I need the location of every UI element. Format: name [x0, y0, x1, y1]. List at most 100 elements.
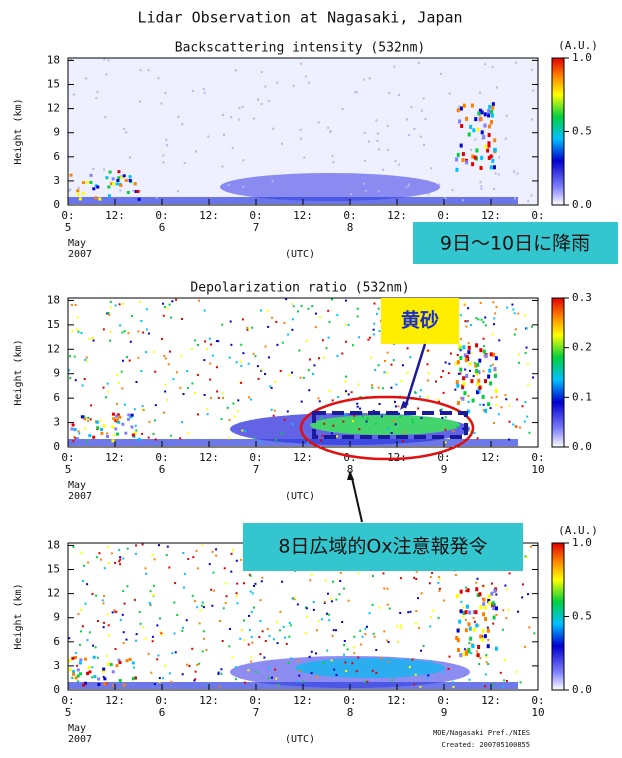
texture — [332, 629, 335, 632]
texture — [494, 356, 498, 361]
texture — [484, 605, 488, 610]
texture — [283, 321, 286, 324]
texture — [202, 602, 205, 605]
texture — [477, 389, 481, 394]
texture — [506, 306, 509, 309]
texture — [137, 356, 140, 359]
texture — [272, 638, 275, 641]
texture — [321, 339, 324, 342]
texture — [74, 303, 77, 306]
texture — [121, 613, 124, 616]
texture — [77, 612, 80, 615]
texture — [344, 299, 347, 302]
texture — [525, 346, 528, 349]
texture — [295, 658, 445, 678]
texture — [247, 643, 250, 646]
texture — [116, 178, 120, 182]
texture — [359, 629, 362, 632]
texture — [487, 132, 491, 137]
texture — [417, 61, 420, 64]
texture — [489, 119, 493, 124]
texture — [69, 188, 72, 191]
texture — [116, 402, 119, 405]
texture — [267, 667, 270, 670]
texture — [458, 627, 461, 630]
y-axis-label: Height (km) — [13, 339, 24, 405]
texture — [115, 418, 119, 422]
texture — [505, 679, 508, 682]
texture — [80, 608, 83, 611]
texture — [196, 344, 199, 347]
texture — [141, 543, 144, 546]
texture — [162, 302, 165, 305]
texture — [176, 614, 179, 617]
x-tick-label: 0: — [531, 451, 544, 464]
texture — [517, 610, 520, 613]
texture — [476, 127, 480, 132]
texture — [455, 380, 459, 385]
texture — [328, 389, 331, 392]
texture — [487, 402, 491, 407]
texture — [102, 602, 105, 605]
texture — [461, 384, 465, 389]
texture — [181, 673, 184, 676]
texture — [220, 173, 440, 201]
texture — [290, 657, 293, 660]
texture — [300, 400, 303, 403]
texture — [471, 644, 475, 649]
texture — [487, 109, 491, 114]
texture — [89, 180, 93, 184]
texture — [111, 670, 115, 674]
y-tick-label: 18 — [47, 53, 60, 66]
texture — [81, 580, 84, 583]
texture — [235, 594, 238, 597]
texture — [164, 383, 167, 386]
texture — [70, 427, 74, 431]
texture — [167, 363, 170, 366]
y-axis-label: Height (km) — [13, 583, 24, 649]
texture — [422, 645, 425, 648]
texture — [122, 557, 125, 560]
texture — [206, 347, 209, 350]
texture — [107, 312, 110, 315]
texture — [92, 655, 96, 659]
texture — [196, 606, 199, 609]
texture — [135, 544, 138, 547]
texture — [257, 377, 260, 380]
texture — [124, 178, 128, 182]
texture — [109, 330, 112, 333]
texture — [364, 680, 367, 683]
texture — [123, 403, 126, 406]
texture — [74, 437, 77, 440]
texture — [328, 613, 331, 616]
texture — [281, 142, 284, 145]
colorbar-tick-label: 0.1 — [572, 390, 592, 403]
day-label: 9 — [441, 706, 448, 719]
texture — [351, 344, 354, 347]
texture — [482, 584, 485, 587]
texture — [181, 629, 184, 632]
texture — [470, 324, 473, 327]
texture — [418, 626, 421, 629]
texture — [237, 410, 240, 413]
texture — [133, 408, 136, 411]
texture — [288, 621, 291, 624]
texture — [169, 316, 172, 319]
texture — [152, 594, 155, 597]
y-tick-label: 0 — [53, 683, 60, 696]
texture — [107, 390, 110, 393]
texture — [325, 612, 328, 615]
texture — [177, 190, 180, 193]
texture — [182, 393, 185, 396]
texture — [157, 77, 160, 80]
texture — [72, 670, 76, 674]
texture — [206, 408, 209, 411]
texture — [291, 423, 294, 426]
texture — [84, 602, 87, 605]
texture — [92, 339, 95, 342]
chart-title: Depolarization ratio (532nm) — [190, 281, 409, 296]
texture — [345, 390, 348, 393]
texture — [299, 376, 302, 379]
texture — [474, 363, 478, 368]
texture — [274, 668, 277, 671]
